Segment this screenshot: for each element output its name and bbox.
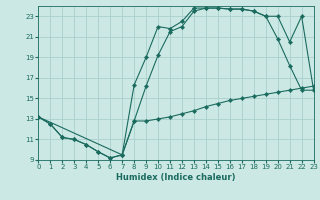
X-axis label: Humidex (Indice chaleur): Humidex (Indice chaleur)	[116, 173, 236, 182]
